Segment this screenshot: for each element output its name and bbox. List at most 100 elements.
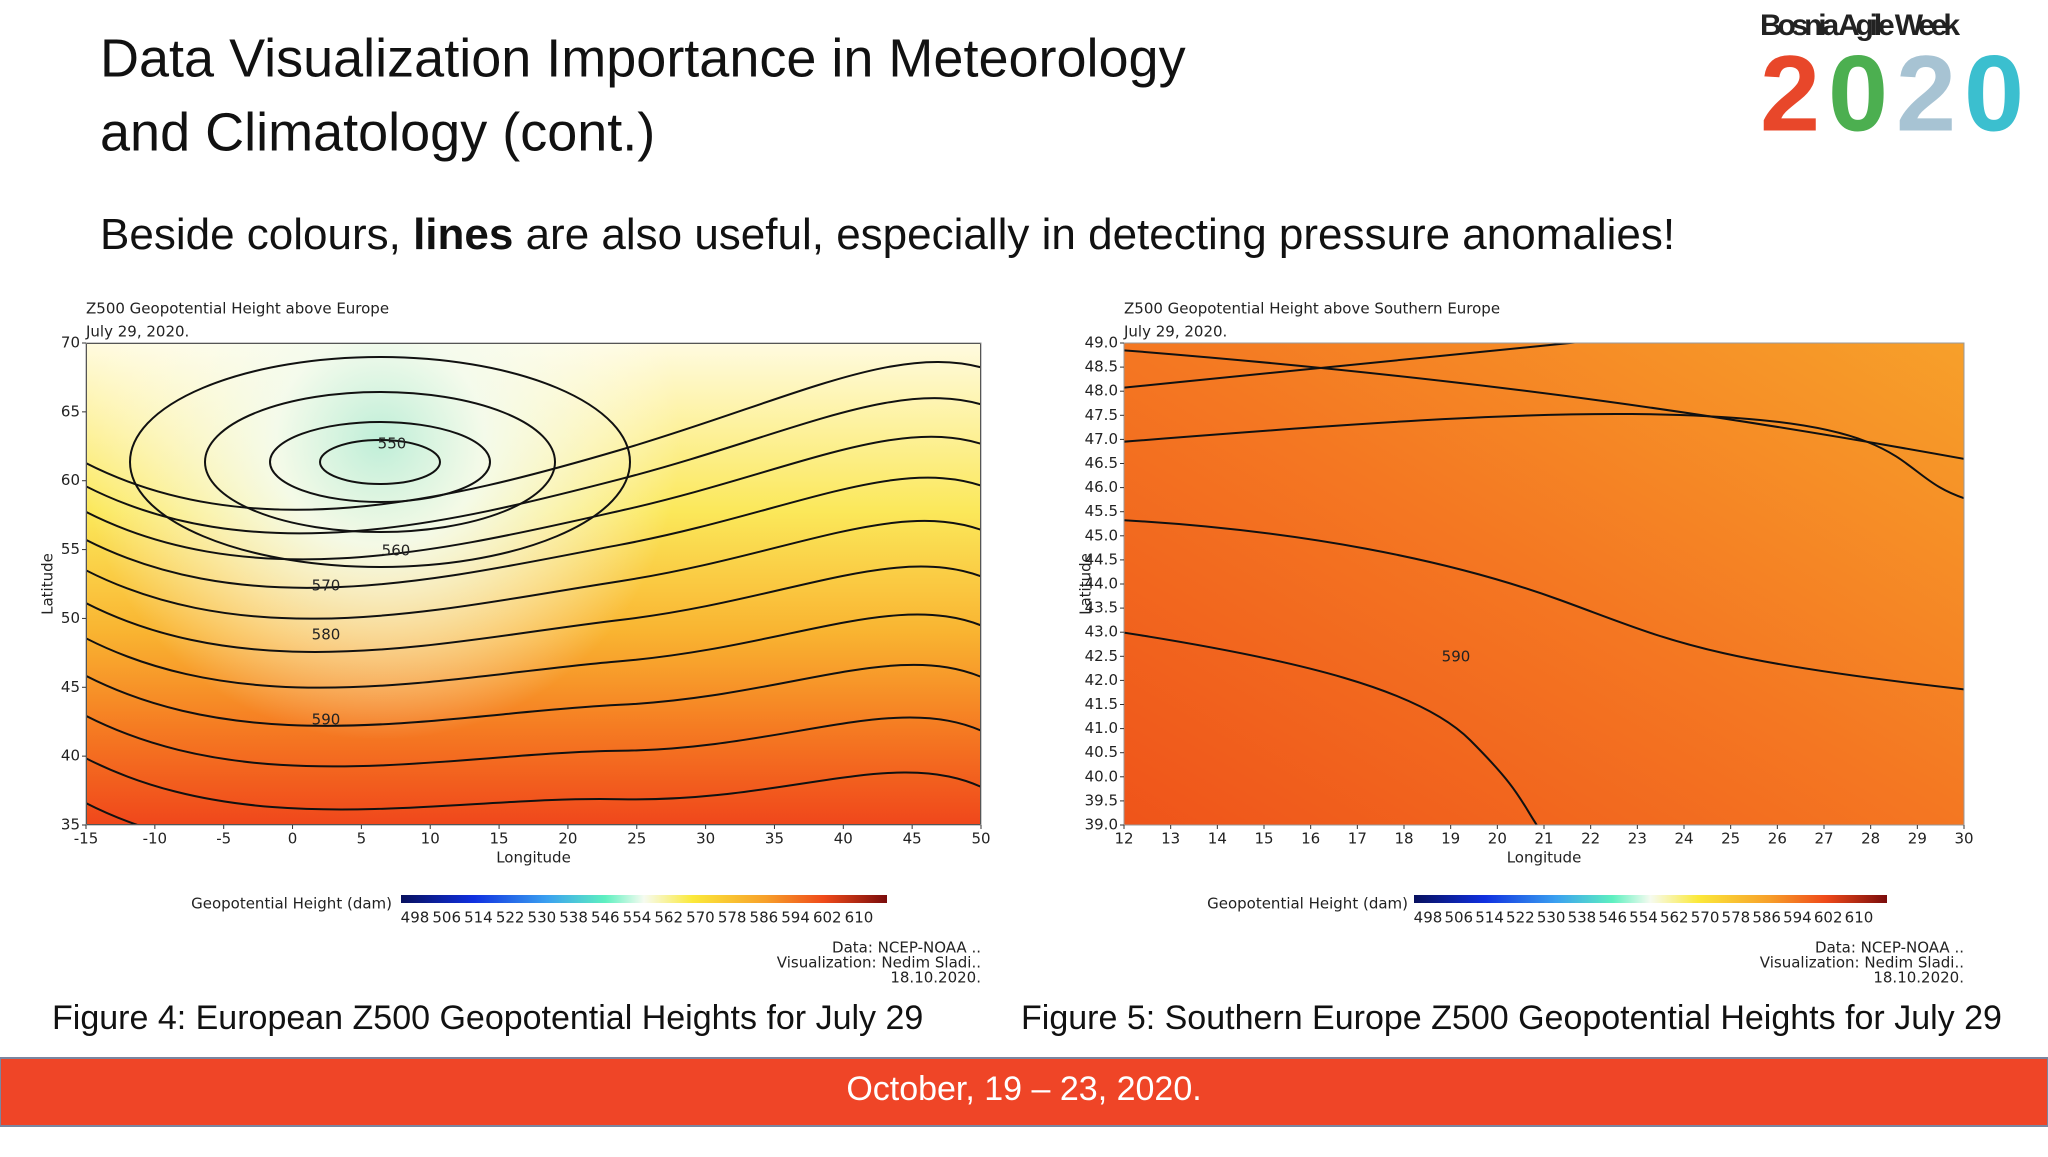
credit: 18.10.2020. [890,969,981,987]
subtitle-part: Beside colours, [100,210,413,259]
contour-line [86,435,981,561]
map-date: July 29, 2020. [1123,323,1227,341]
y-tick-label: 65 [61,402,80,420]
colorbar [1414,895,1887,903]
colorbar-tick-label: 506 [1444,909,1473,927]
colorbar-tick-label: 546 [1598,909,1627,927]
contour-label: 570 [312,577,341,595]
y-tick-label: 41.5 [1085,695,1118,713]
map-overlay [86,343,981,825]
contour-line [1124,349,1964,460]
x-tick-label: 23 [1628,830,1647,848]
colorbar-tick-label: 522 [496,909,525,927]
logo-digit: 2 [1760,33,1820,154]
contour-line [86,613,981,689]
colorbar-label: Geopotential Height (dam) [1207,895,1408,913]
credit: Data: NCEP-NOAA .. [832,939,981,957]
colorbar-tick-label: 562 [1660,909,1689,927]
x-tick-label: 12 [1114,830,1133,848]
x-tick-label: 28 [1861,830,1880,848]
contour-line [86,476,981,589]
contour-line [86,663,981,727]
x-axis-label: Longitude [1507,849,1582,867]
x-tick-label: 24 [1674,830,1693,848]
x-tick-label: 18 [1394,830,1413,848]
contours [1124,343,1964,825]
contour-line [1124,412,1964,500]
y-tick-label: 47.0 [1085,430,1118,448]
x-tick-label: 40 [834,830,853,848]
y-tick-label: 42.5 [1085,647,1118,665]
y-tick-label: 40 [61,747,80,765]
y-tick-label: 40.0 [1085,767,1118,785]
slide-title: and Climatology (cont.) [100,102,655,162]
x-tick-label: 15 [490,830,509,848]
colorbar-tick-label: 586 [750,909,779,927]
colorbar-tick-label: 610 [845,909,874,927]
colorbar-tick-label: 514 [464,909,493,927]
figure-caption: Figure 5: Southern Europe Z500 Geopotent… [1021,999,2002,1037]
colorbar-tick-label: 570 [1691,909,1720,927]
contours [86,343,981,825]
y-tick-label: 43.0 [1085,623,1118,641]
colorbar-tick-label: 594 [1783,909,1812,927]
map-background [1124,343,1964,825]
x-tick-label: 17 [1348,830,1367,848]
x-tick-label: 13 [1161,830,1180,848]
colorbar-tick-label: 562 [654,909,683,927]
colorbar-tick-label: 554 [1629,909,1658,927]
colorbar-tick-label: 578 [718,909,747,927]
contour-line [1124,519,1964,691]
x-tick-label: 50 [971,830,990,848]
x-tick-label: 29 [1908,830,1927,848]
map-title: Z500 Geopotential Height above Europe [86,300,389,318]
footer-date: October, 19 – 23, 2020. [846,1070,1201,1108]
colorbar-tick-label: 522 [1506,909,1535,927]
logo-name: Bosnia Agile Week [1760,9,1960,42]
colorbar-tick-label: 594 [781,909,810,927]
y-tick-label: 44.5 [1085,550,1118,568]
subtitle: Beside colours, lines are also useful, e… [100,210,1675,259]
credit: Visualization: Nedim Sladi.. [777,954,981,972]
colorbar-tick-label: 546 [591,909,620,927]
y-tick-label: 49.0 [1085,334,1118,352]
x-tick-label: -15 [74,830,99,848]
logo-digit: 2 [1896,33,1956,154]
colorbar-tick-label: 602 [1814,909,1843,927]
x-tick-label: 25 [1721,830,1740,848]
y-tick-label: 46.0 [1085,478,1118,496]
y-tick-label: 70 [61,334,80,352]
y-axis-label: Latitude [1077,553,1095,615]
y-tick-label: 45.0 [1085,526,1118,544]
contour-line [204,391,556,533]
y-tick-label: 46.5 [1085,454,1118,472]
contour-line [129,356,631,568]
contour-line [86,757,981,811]
x-tick-label: 26 [1768,830,1787,848]
contour-line [319,439,441,485]
colorbar-tick-label: 570 [686,909,715,927]
x-tick-label: 16 [1301,830,1320,848]
y-tick-label: 47.5 [1085,406,1118,424]
credit: 18.10.2020. [1873,969,1964,987]
contour-line [269,421,491,503]
contour-line [1124,343,1581,389]
x-tick-label: 35 [765,830,784,848]
contour-line [86,361,981,511]
colorbar [401,895,887,903]
credit: Visualization: Nedim Sladi.. [1760,954,1964,972]
plot-frame [85,342,982,826]
x-tick-label: 30 [1954,830,1973,848]
logo-digit: 0 [1828,33,1888,154]
y-tick-label: 55 [61,540,80,558]
y-axis-label: Latitude [39,553,57,615]
y-tick-label: 48.5 [1085,358,1118,376]
contour-line [86,397,981,535]
logo-year: 2 0 2 0 [1760,33,2024,154]
x-tick-label: 20 [1488,830,1507,848]
y-tick-label: 45 [61,678,80,696]
x-tick-label: 20 [558,830,577,848]
contour-label: 550 [378,435,407,453]
x-tick-label: 45 [903,830,922,848]
colorbar-label: Geopotential Height (dam) [191,895,392,913]
